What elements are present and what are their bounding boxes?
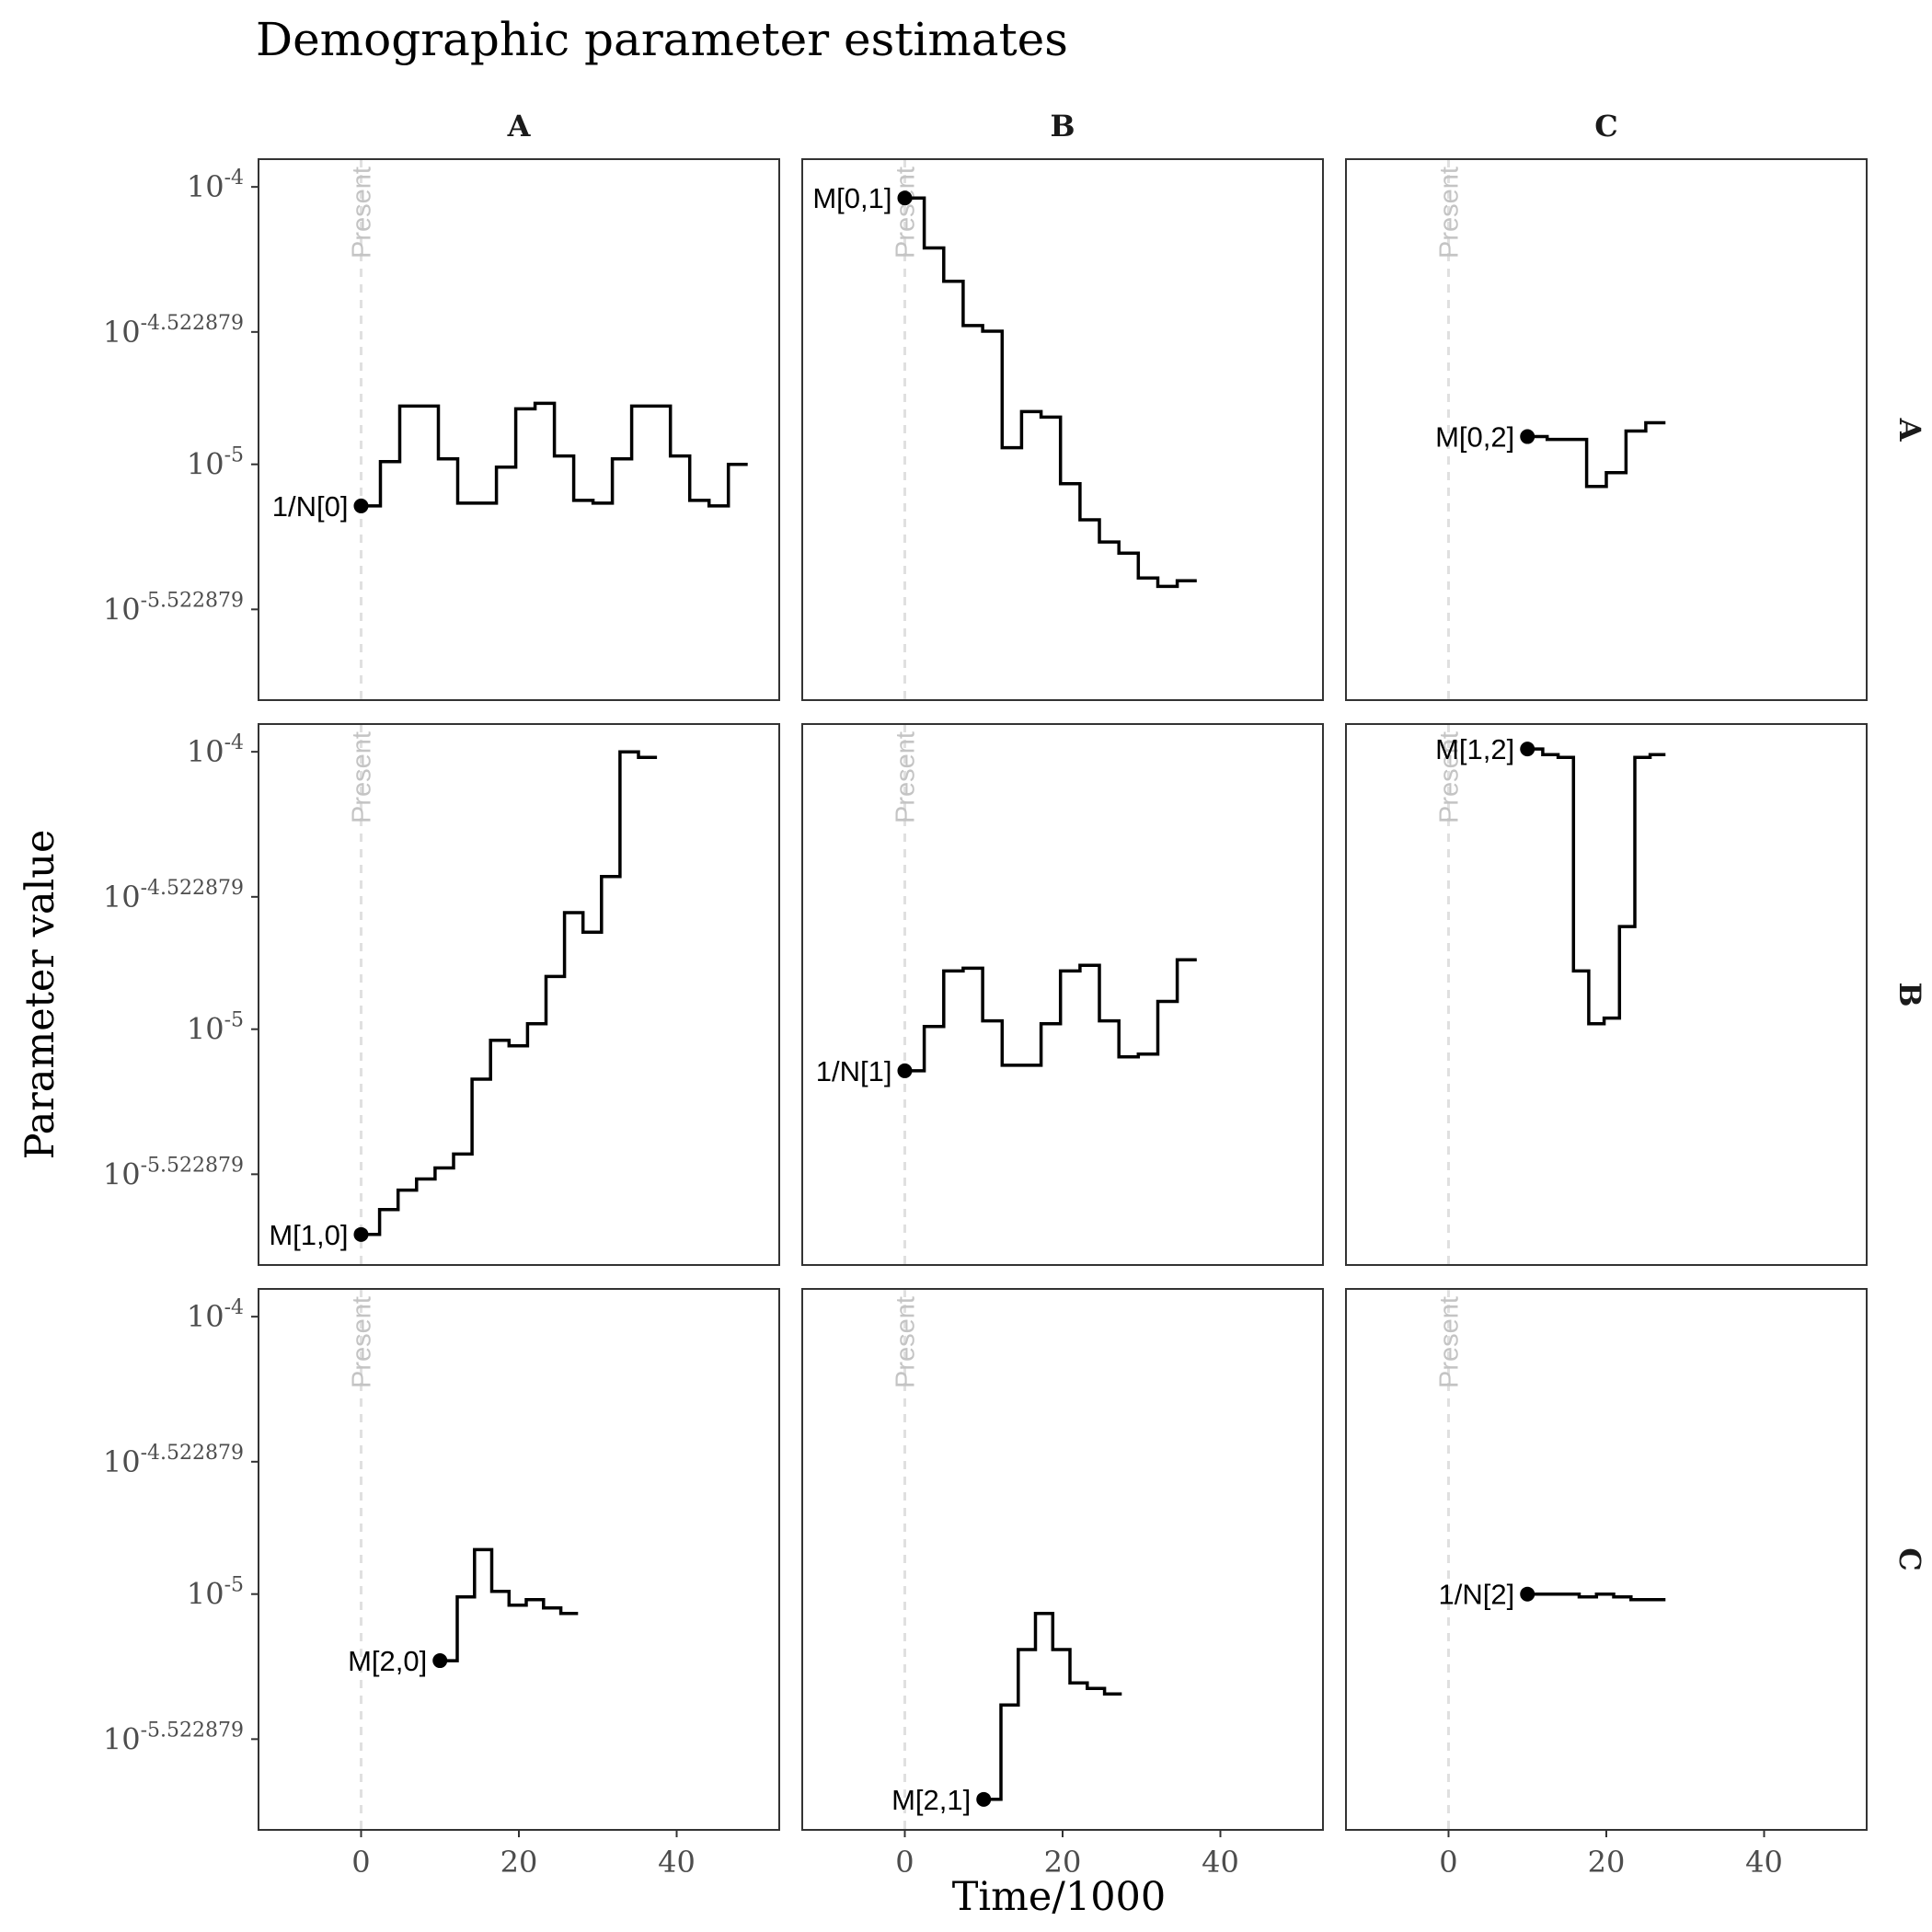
panel-border xyxy=(1345,723,1868,1266)
y-axis-title: Parameter value xyxy=(17,830,63,1160)
panel-border xyxy=(258,158,780,701)
series-label: M[2,0] xyxy=(348,1645,427,1677)
series-label: M[1,2] xyxy=(1435,733,1514,765)
series-label: M[0,2] xyxy=(1435,421,1514,454)
series-start-point xyxy=(353,1226,369,1242)
series-step-line xyxy=(361,401,748,508)
x-tick-label: 40 xyxy=(658,1845,696,1880)
y-tick-label: 10-5.522879 xyxy=(103,1719,244,1756)
series-start-point xyxy=(432,1653,448,1669)
present-label: Present xyxy=(891,1296,920,1388)
y-tick-label: 10-4.522879 xyxy=(103,1442,244,1479)
series-label: 1/N[2] xyxy=(1439,1579,1515,1611)
series-step-line xyxy=(904,958,1197,1073)
panel-border xyxy=(258,723,780,1266)
series-step-line xyxy=(440,1547,579,1662)
series-label: M[0,1] xyxy=(812,182,891,214)
facet-panel: Present 1/N[1] xyxy=(801,723,1324,1266)
series-step-line xyxy=(904,196,1197,589)
x-tick-label: 20 xyxy=(1588,1845,1626,1880)
present-label: Present xyxy=(347,731,376,823)
facet-panel: Present M[0,2] xyxy=(1345,158,1868,701)
panel-border xyxy=(801,723,1324,1266)
present-label: Present xyxy=(1434,1296,1464,1388)
panel-border xyxy=(1345,1288,1868,1831)
facet-panel: Present M[2,1] xyxy=(801,1288,1324,1831)
x-tick-label: 0 xyxy=(351,1845,370,1880)
x-tick-label: 0 xyxy=(1439,1845,1457,1880)
series-start-point xyxy=(1520,429,1535,444)
present-label: Present xyxy=(347,1296,376,1388)
y-tick-label: 10-4.522879 xyxy=(103,312,244,350)
row-strip-label: A xyxy=(1892,418,1927,443)
present-label: Present xyxy=(891,731,920,823)
y-tick-label: 10-4 xyxy=(187,731,244,769)
series-step-line xyxy=(361,750,658,1236)
series-step-line xyxy=(1527,1592,1666,1602)
y-tick-label: 10-5.522879 xyxy=(103,1154,244,1191)
y-tick-label: 10-5 xyxy=(187,1009,244,1047)
y-tick-label: 10-4 xyxy=(187,167,244,204)
panel-border xyxy=(258,1288,780,1831)
series-label: M[2,1] xyxy=(891,1784,971,1816)
y-tick-label: 10-5 xyxy=(187,444,244,482)
series-label: 1/N[0] xyxy=(272,490,349,523)
panel-border xyxy=(801,1288,1324,1831)
y-tick-label: 10-5.522879 xyxy=(103,589,244,627)
series-start-point xyxy=(897,190,913,206)
series-step-line xyxy=(1527,420,1666,489)
x-tick-label: 40 xyxy=(1202,1845,1239,1880)
facet-panel: Present M[2,0] xyxy=(258,1288,780,1831)
series-label: M[1,0] xyxy=(269,1219,348,1251)
series-start-point xyxy=(1520,742,1535,757)
col-strip-label: B xyxy=(1050,109,1075,144)
y-tick-label: 10-5 xyxy=(187,1574,244,1612)
panel-border xyxy=(801,158,1324,701)
present-label: Present xyxy=(891,167,920,259)
series-step-line xyxy=(1527,747,1666,1026)
facet-panel: Present 1/N[2] xyxy=(1345,1288,1868,1831)
series-step-line xyxy=(983,1612,1122,1801)
y-tick-label: 10-4.522879 xyxy=(103,877,244,914)
row-strip-label: B xyxy=(1892,982,1927,1006)
series-start-point xyxy=(976,1791,992,1807)
series-label: 1/N[1] xyxy=(816,1055,892,1087)
present-label: Present xyxy=(1434,731,1464,823)
x-tick-label: 20 xyxy=(1044,1845,1082,1880)
facet-panel: Present M[1,0] xyxy=(258,723,780,1266)
series-start-point xyxy=(897,1063,913,1078)
x-tick-label: 40 xyxy=(1745,1845,1783,1880)
col-strip-label: C xyxy=(1594,109,1617,144)
present-label: Present xyxy=(347,167,376,259)
series-start-point xyxy=(1520,1586,1535,1602)
x-tick-label: 20 xyxy=(500,1845,538,1880)
present-label: Present xyxy=(1434,167,1464,259)
x-tick-label: 0 xyxy=(895,1845,914,1880)
row-strip-label: C xyxy=(1892,1547,1927,1570)
facet-panel: Present 1/N[0] xyxy=(258,158,780,701)
col-strip-label: A xyxy=(507,109,532,144)
chart-title: Demographic parameter estimates xyxy=(256,13,1068,66)
x-axis-title: Time/1000 xyxy=(952,1874,1167,1920)
y-tick-label: 10-4 xyxy=(187,1296,244,1334)
series-start-point xyxy=(353,498,369,513)
panel-border xyxy=(1345,158,1868,701)
